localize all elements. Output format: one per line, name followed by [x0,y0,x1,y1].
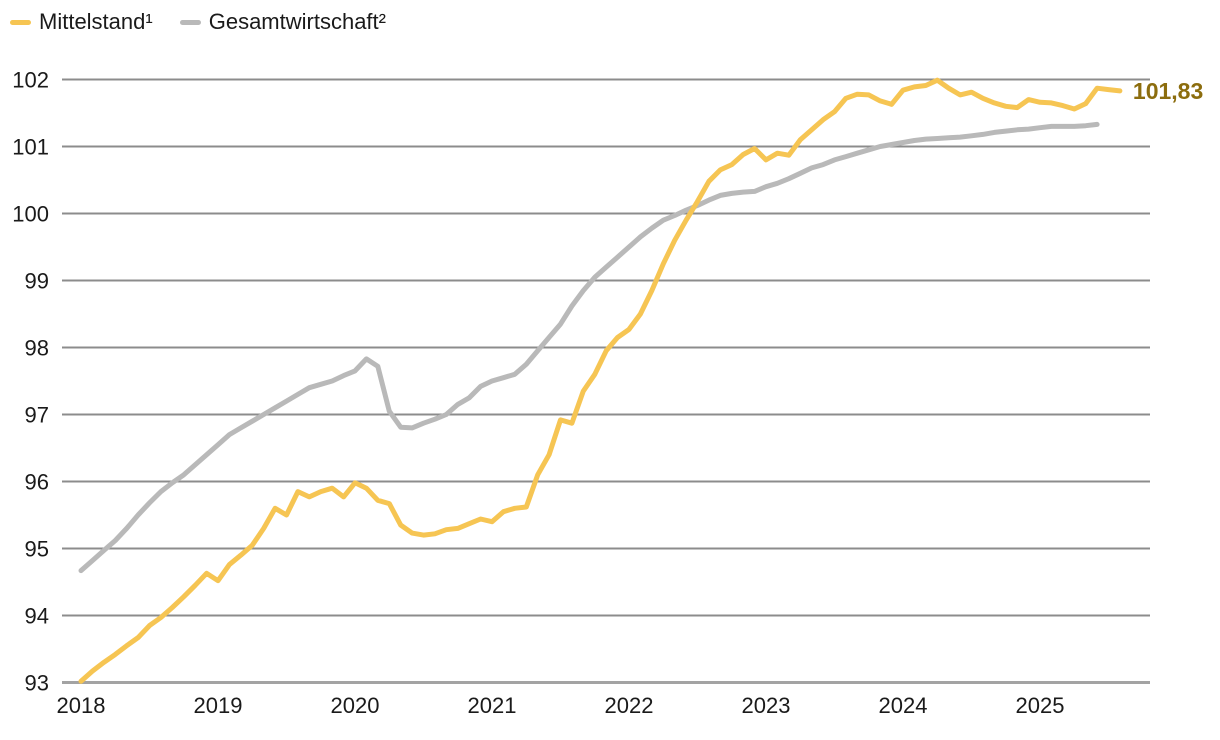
x-tick-label: 2019 [194,693,243,718]
legend-item-mittelstand: Mittelstand¹ [10,9,153,35]
gesamtwirtschaft-line-swatch [179,19,201,25]
legend-item-gesamtwirtschaft: Gesamtwirtschaft² [179,9,386,35]
gesamtwirtschaft-line [78,121,1100,574]
y-tick-label: 101 [12,135,49,160]
y-tick-label: 100 [12,202,49,227]
x-tick-label: 2022 [605,693,654,718]
x-tick-label: 2023 [742,693,791,718]
x-tick-label: 2021 [468,693,517,718]
y-tick-label: 98 [25,336,49,361]
chart-legend: Mittelstand¹ Gesamtwirtschaft² [10,9,386,35]
y-axis-labels: 93 94 95 96 97 98 99 100 101 102 [12,68,49,696]
legend-label-mittelstand: Mittelstand¹ [39,9,153,34]
y-tick-label: 99 [25,269,49,294]
x-tick-label: 2024 [879,693,928,718]
x-tick-label: 2025 [1016,693,1065,718]
mittelstand-line [78,77,1123,684]
y-tick-label: 93 [25,671,49,696]
legend-label-gesamtwirtschaft: Gesamtwirtschaft² [208,9,386,34]
last-value-label: 101,83 [1133,78,1203,104]
x-tick-label: 2018 [57,693,106,718]
y-tick-label: 96 [25,470,49,495]
gridlines [62,78,1150,684]
y-tick-label: 95 [25,537,49,562]
y-tick-label: 102 [12,68,49,93]
x-tick-label: 2020 [331,693,380,718]
y-tick-label: 97 [25,403,49,428]
y-tick-label: 94 [25,604,49,629]
mittelstand-line-swatch [10,19,31,25]
x-axis-labels: 2018 2019 2020 2021 2022 2023 2024 2025 [57,693,1065,718]
